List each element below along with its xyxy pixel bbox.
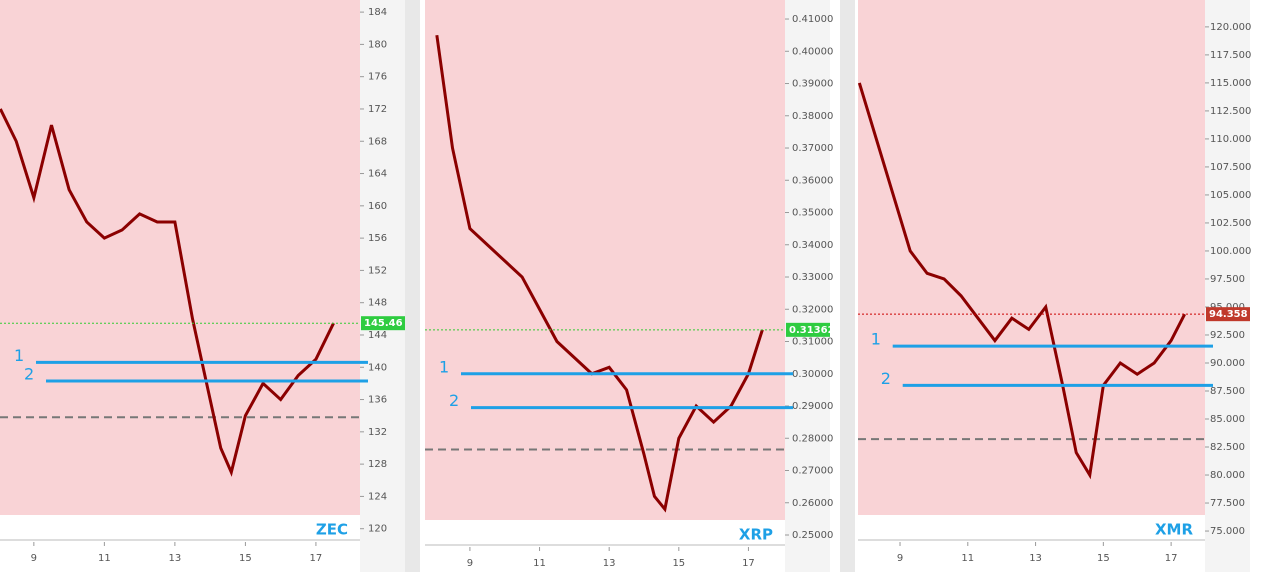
y-tick-label: 92.500 bbox=[1210, 330, 1245, 341]
y-tick-label: 164 bbox=[368, 169, 387, 180]
axis-panel bbox=[785, 0, 830, 572]
divider bbox=[405, 0, 420, 572]
price-tag-label: 0.31362 bbox=[789, 325, 835, 336]
y-tick-label: 82.500 bbox=[1210, 442, 1245, 453]
y-tick-label: 117.500 bbox=[1210, 50, 1251, 61]
axis-panel bbox=[360, 0, 405, 572]
price-tag-label: 145.46 bbox=[364, 318, 403, 329]
x-tick-label: 17 bbox=[1165, 553, 1178, 564]
y-tick-label: 0.35000 bbox=[792, 208, 833, 219]
y-tick-label: 152 bbox=[368, 265, 387, 276]
y-tick-label: 184 bbox=[368, 7, 387, 18]
y-tick-label: 110.000 bbox=[1210, 134, 1251, 145]
y-tick-label: 0.41000 bbox=[792, 14, 833, 25]
y-tick-label: 140 bbox=[368, 362, 387, 373]
y-tick-label: 168 bbox=[368, 136, 387, 147]
y-tick-label: 0.29000 bbox=[792, 401, 833, 412]
symbol-label: XRP bbox=[739, 526, 773, 544]
y-tick-label: 180 bbox=[368, 39, 387, 50]
y-tick-label: 148 bbox=[368, 298, 387, 309]
y-tick-label: 85.000 bbox=[1210, 414, 1245, 425]
y-tick-label: 97.500 bbox=[1210, 274, 1245, 285]
y-tick-label: 0.40000 bbox=[792, 46, 833, 57]
y-tick-label: 115.000 bbox=[1210, 78, 1251, 89]
y-tick-label: 0.36000 bbox=[792, 175, 833, 186]
symbol-label: ZEC bbox=[316, 521, 348, 539]
y-tick-label: 87.500 bbox=[1210, 386, 1245, 397]
y-tick-label: 156 bbox=[368, 233, 387, 244]
x-tick-label: 13 bbox=[169, 553, 182, 564]
y-tick-label: 0.31000 bbox=[792, 337, 833, 348]
y-tick-label: 132 bbox=[368, 427, 387, 438]
level-label: 2 bbox=[449, 391, 459, 410]
y-tick-label: 176 bbox=[368, 72, 387, 83]
y-tick-label: 124 bbox=[368, 491, 387, 502]
level-label: 1 bbox=[871, 330, 881, 349]
y-tick-label: 120 bbox=[368, 524, 387, 535]
level-label: 2 bbox=[24, 364, 34, 383]
y-tick-label: 107.500 bbox=[1210, 162, 1251, 173]
x-tick-label: 9 bbox=[897, 553, 903, 564]
x-tick-label: 9 bbox=[467, 558, 473, 569]
level-label: 1 bbox=[14, 346, 24, 365]
y-tick-label: 0.39000 bbox=[792, 79, 833, 90]
divider bbox=[840, 0, 855, 572]
y-tick-label: 0.30000 bbox=[792, 369, 833, 380]
x-tick-label: 15 bbox=[1097, 553, 1110, 564]
y-tick-label: 144 bbox=[368, 330, 387, 341]
x-tick-label: 15 bbox=[239, 553, 252, 564]
y-tick-label: 90.000 bbox=[1210, 358, 1245, 369]
y-tick-label: 105.000 bbox=[1210, 190, 1251, 201]
level-label: 1 bbox=[439, 357, 449, 376]
axis-panel bbox=[1205, 0, 1250, 572]
y-tick-label: 0.33000 bbox=[792, 272, 833, 283]
price-tag-label: 94.358 bbox=[1209, 309, 1248, 320]
y-tick-label: 120.000 bbox=[1210, 22, 1251, 33]
y-tick-label: 0.26000 bbox=[792, 498, 833, 509]
x-tick-label: 17 bbox=[310, 553, 323, 564]
y-tick-label: 0.32000 bbox=[792, 304, 833, 315]
price-tag bbox=[786, 322, 830, 337]
symbol-label: XMR bbox=[1155, 521, 1193, 539]
y-tick-label: 80.000 bbox=[1210, 470, 1245, 481]
y-tick-label: 0.28000 bbox=[792, 433, 833, 444]
price-line bbox=[0, 108, 335, 477]
y-tick-label: 100.000 bbox=[1210, 246, 1251, 257]
x-tick-label: 11 bbox=[98, 553, 111, 564]
y-tick-label: 0.25000 bbox=[792, 530, 833, 541]
y-tick-label: 112.500 bbox=[1210, 106, 1251, 117]
y-tick-label: 0.27000 bbox=[792, 466, 833, 477]
x-tick-label: 9 bbox=[31, 553, 37, 564]
x-tick-label: 17 bbox=[742, 558, 755, 569]
y-tick-label: 0.37000 bbox=[792, 143, 833, 154]
plot-shading bbox=[858, 0, 1205, 515]
y-tick-label: 172 bbox=[368, 104, 387, 115]
price-tag bbox=[1206, 307, 1250, 322]
y-tick-label: 128 bbox=[368, 459, 387, 470]
y-tick-label: 0.38000 bbox=[792, 111, 833, 122]
y-tick-label: 136 bbox=[368, 395, 387, 406]
x-tick-label: 11 bbox=[533, 558, 546, 569]
x-tick-label: 15 bbox=[672, 558, 685, 569]
x-tick-label: 13 bbox=[603, 558, 616, 569]
y-tick-label: 0.34000 bbox=[792, 240, 833, 251]
price-line bbox=[857, 82, 1187, 480]
y-tick-label: 75.000 bbox=[1210, 526, 1245, 537]
y-tick-label: 102.500 bbox=[1210, 218, 1251, 229]
plot-shading bbox=[425, 0, 785, 520]
x-tick-label: 11 bbox=[961, 553, 974, 564]
y-tick-label: 160 bbox=[368, 201, 387, 212]
y-tick-label: 77.500 bbox=[1210, 498, 1245, 509]
price-line bbox=[435, 34, 764, 513]
price-tag bbox=[361, 316, 405, 331]
level-label: 2 bbox=[881, 369, 891, 388]
x-tick-label: 13 bbox=[1029, 553, 1042, 564]
